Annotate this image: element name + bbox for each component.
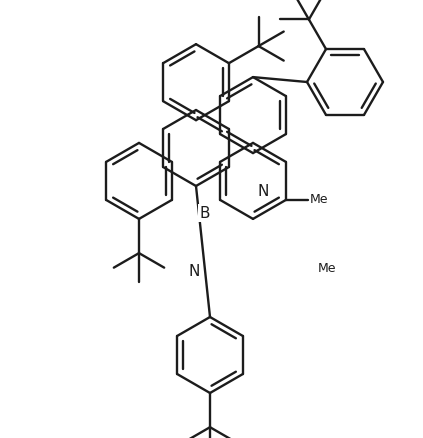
Text: Me: Me: [310, 194, 328, 206]
Text: N: N: [188, 265, 200, 279]
Text: N: N: [257, 184, 269, 199]
Text: B: B: [200, 205, 210, 220]
Text: Me: Me: [318, 261, 337, 275]
